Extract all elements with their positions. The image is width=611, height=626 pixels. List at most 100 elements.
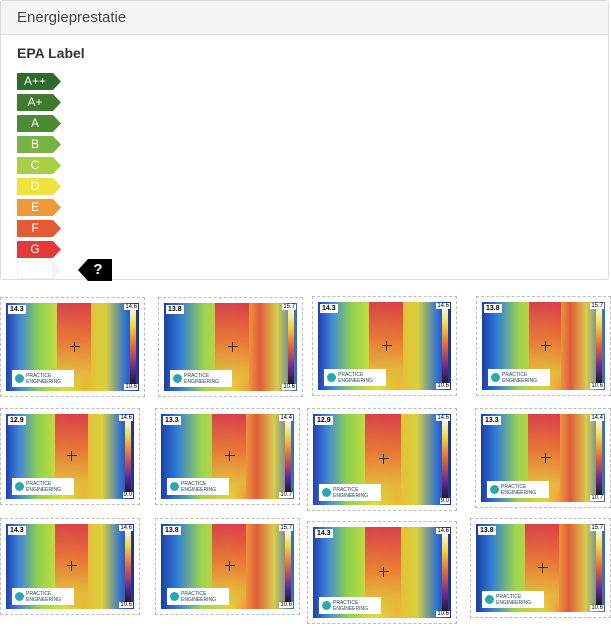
epa-label-title: EPA Label (17, 45, 85, 61)
logo-text: PRACTICE ENGINEERING (26, 591, 62, 603)
logo-icon (170, 592, 179, 601)
temperature-scale-bar (130, 306, 136, 388)
thermal-image-thumbnail[interactable]: 13.8 15.7 10.6 PRACTICE ENGINEERING (476, 296, 611, 396)
logo-icon (15, 482, 24, 491)
scale-max-value: 14.6 (436, 303, 450, 309)
spot-temperature: 13.3 (163, 416, 181, 425)
logo-text: PRACTICE ENGINEERING (338, 372, 374, 384)
logo-text: PRACTICE ENGINEERING (184, 373, 220, 385)
thermal-image: 13.8 15.7 10.6 PRACTICE ENGINEERING (164, 303, 297, 391)
thermal-image: 12.9 14.6 9.0 PRACTICE ENGINEERING (313, 414, 451, 505)
thermal-image-thumbnail[interactable]: 12.9 14.6 9.0 PRACTICE ENGINEERING (0, 408, 140, 505)
practice-engineering-logo: PRACTICE ENGINEERING (167, 588, 229, 605)
temperature-scale-bar (288, 306, 294, 388)
logo-icon (490, 485, 499, 494)
scale-max-value: 14.6 (124, 304, 138, 310)
practice-engineering-logo: PRACTICE ENGINEERING (167, 478, 229, 495)
energy-label-f: F (17, 220, 61, 237)
scale-max-value: 14.6 (119, 525, 133, 531)
energy-label-aplus: A+ (17, 94, 61, 111)
spot-temperature: 14.3 (8, 526, 26, 535)
scale-max-value: 15.7 (282, 304, 296, 310)
scale-max-value: 14.6 (119, 415, 133, 421)
spot-temperature: 13.8 (478, 526, 496, 535)
unknown-label-marker: ? (78, 259, 112, 281)
thermal-image: 14.3 14.6 10.6 PRACTICE ENGINEERING (318, 302, 451, 390)
spot-temperature: 12.9 (315, 416, 333, 425)
temperature-scale-bar (596, 527, 602, 609)
crosshair-icon (67, 451, 78, 462)
spot-temperature: 13.8 (163, 526, 181, 535)
thermal-image: 14.3 14.6 10.6 PRACTICE ENGINEERING (313, 527, 451, 618)
thermal-image-thumbnail[interactable]: 14.3 14.6 10.6 PRACTICE ENGINEERING (0, 297, 145, 397)
energy-label-b: B (17, 136, 61, 153)
practice-engineering-logo: PRACTICE ENGINEERING (170, 370, 232, 387)
practice-engineering-logo: PRACTICE ENGINEERING (482, 591, 544, 608)
thermal-image-thumbnail[interactable]: 14.3 14.6 10.6 PRACTICE ENGINEERING (312, 296, 457, 396)
crosshair-icon (541, 340, 552, 351)
logo-text: PRACTICE ENGINEERING (333, 487, 369, 499)
thermal-image-thumbnail[interactable]: 13.8 15.7 10.6 PRACTICE ENGINEERING (155, 518, 300, 615)
logo-text: PRACTICE ENGINEERING (496, 594, 532, 606)
spot-temperature: 13.8 (166, 305, 184, 314)
thermal-image-thumbnail[interactable]: 12.9 14.6 9.0 PRACTICE ENGINEERING (307, 408, 457, 511)
empty-label-slot (18, 262, 52, 278)
logo-text: PRACTICE ENGINEERING (181, 591, 217, 603)
spot-temperature: 14.3 (8, 305, 26, 314)
scale-min-value: 10.6 (119, 602, 133, 608)
thermal-image: 12.9 14.6 9.0 PRACTICE ENGINEERING (6, 414, 134, 499)
crosshair-icon (381, 340, 392, 351)
temperature-scale-bar (596, 305, 602, 387)
temperature-scale-bar (285, 417, 291, 496)
spot-temperature: 13.3 (483, 416, 501, 425)
energy-label-aplusplus: A++ (17, 73, 61, 90)
scale-max-value: 15.7 (590, 303, 604, 309)
logo-icon (170, 482, 179, 491)
scale-min-value: 10.6 (590, 605, 604, 611)
thermal-image-thumbnail[interactable]: 13.3 14.4 10.7 PRACTICE ENGINEERING (475, 408, 611, 508)
temperature-scale-bar (285, 527, 291, 606)
crosshair-icon (379, 454, 390, 465)
thermal-image: 13.3 14.4 10.7 PRACTICE ENGINEERING (161, 414, 294, 499)
temperature-scale-bar (125, 417, 131, 496)
thermal-image-thumbnail[interactable]: 14.3 14.6 10.6 PRACTICE ENGINEERING (0, 518, 140, 615)
crosshair-icon (537, 562, 548, 573)
thermal-image-thumbnail[interactable]: 13.3 14.4 10.7 PRACTICE ENGINEERING (155, 408, 300, 505)
thermal-image-thumbnail[interactable]: 13.8 15.7 10.6 PRACTICE ENGINEERING (470, 518, 611, 618)
thermal-image: 13.8 15.7 10.6 PRACTICE ENGINEERING (161, 524, 294, 609)
crosshair-icon (224, 561, 235, 572)
logo-icon (491, 373, 500, 382)
crosshair-icon (224, 451, 235, 462)
spot-temperature: 14.3 (315, 529, 333, 538)
energy-label-a: A (17, 115, 61, 132)
logo-icon (327, 373, 336, 382)
energy-label-e: E (17, 199, 61, 216)
thermal-image-thumbnail[interactable]: 13.8 15.7 10.6 PRACTICE ENGINEERING (158, 297, 303, 397)
energy-label-d: D (17, 178, 61, 195)
scale-min-value: 10.6 (436, 611, 450, 617)
thermal-image: 14.3 14.6 10.6 PRACTICE ENGINEERING (6, 524, 134, 609)
practice-engineering-logo: PRACTICE ENGINEERING (319, 484, 381, 501)
logo-text: PRACTICE ENGINEERING (502, 372, 538, 384)
thermal-image: 13.8 15.7 10.6 PRACTICE ENGINEERING (482, 302, 605, 390)
logo-text: PRACTICE ENGINEERING (333, 600, 369, 612)
scale-min-value: 10.6 (282, 384, 296, 390)
crosshair-icon (67, 561, 78, 572)
thermal-image-thumbnail[interactable]: 14.3 14.6 10.6 PRACTICE ENGINEERING (307, 521, 457, 624)
crosshair-icon (540, 452, 551, 463)
thermal-image: 13.3 14.4 10.7 PRACTICE ENGINEERING (481, 414, 605, 502)
temperature-scale-bar (442, 530, 448, 615)
scale-max-value: 14.4 (590, 415, 604, 421)
logo-icon (15, 374, 24, 383)
logo-icon (173, 374, 182, 383)
scale-min-value: 10.6 (590, 383, 604, 389)
scale-min-value: 9.0 (439, 498, 450, 504)
temperature-scale-bar (442, 305, 448, 387)
logo-text: PRACTICE ENGINEERING (181, 481, 217, 493)
thermal-image: 13.8 15.7 10.6 PRACTICE ENGINEERING (476, 524, 605, 612)
scale-min-value: 10.6 (279, 602, 293, 608)
scale-max-value: 14.4 (279, 415, 293, 421)
spot-temperature: 12.9 (8, 416, 26, 425)
logo-icon (322, 601, 331, 610)
panel-title: Energieprestatie (1, 1, 608, 35)
